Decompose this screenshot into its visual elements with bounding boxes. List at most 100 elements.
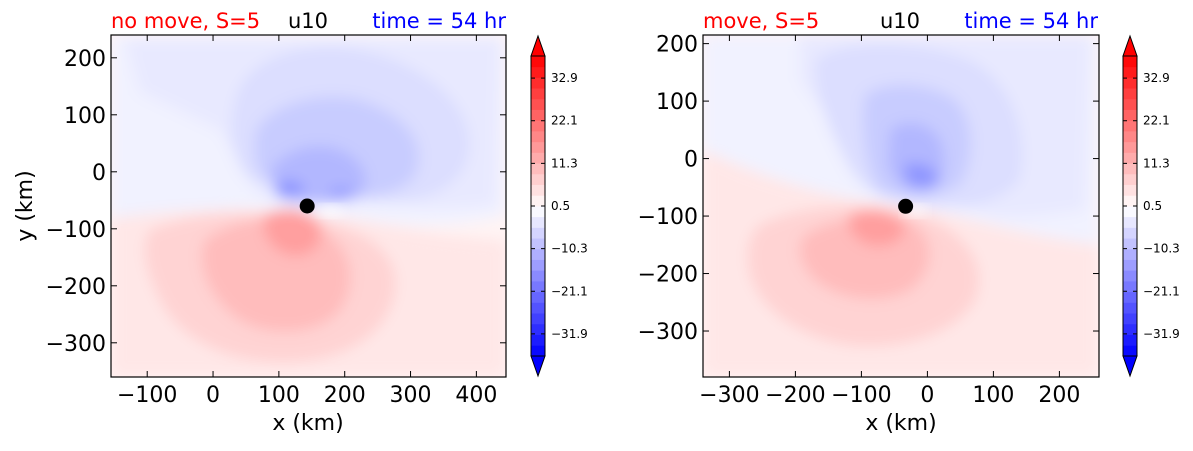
x-axis: −300 −200 −100 0 100 200: [699, 35, 1080, 408]
colorbar-segment: [1123, 270, 1137, 282]
colorbar-segment: [1123, 195, 1137, 207]
colorbar-segment: [1123, 238, 1137, 250]
y-axis-label: y (km): [13, 170, 38, 241]
title-right: time = 54 hr: [964, 9, 1098, 33]
colorbar-segment: [531, 163, 545, 175]
x-tick-label: 0: [206, 383, 220, 408]
colorbar-segment: [531, 334, 545, 346]
colorbar-segment: [531, 206, 545, 218]
y-tick-label: −200: [638, 263, 698, 288]
colorbar-segment: [531, 291, 545, 303]
x-tick-label: −100: [831, 383, 891, 408]
colorbar-segment: [531, 313, 545, 325]
colorbar-segment: [531, 120, 545, 132]
colorbar-segment: [1123, 152, 1137, 164]
title-center: u10: [880, 9, 920, 33]
colorbar-tick-label: 0.5: [1143, 199, 1162, 213]
colorbar-segment: [1123, 227, 1137, 239]
y-axis: 200 100 0 −100 −200 −300: [638, 33, 1099, 345]
x-tick-label: −100: [117, 383, 177, 408]
colorbar-segment: [1123, 141, 1137, 153]
colorbar-segment: [1123, 173, 1137, 185]
x-tick-label: 400: [455, 383, 497, 408]
colorbar-segment: [531, 109, 545, 121]
colorbar-segment: [531, 281, 545, 293]
colorbar-segment: [1123, 216, 1137, 228]
colorbar-segment: [1123, 206, 1137, 218]
colorbar-tick-label: 11.3: [1143, 156, 1170, 170]
colorbar-segment: [531, 56, 545, 68]
title-right: time = 54 hr: [372, 9, 506, 33]
colorbar: 32.9 22.1 11.3 0.5 −10.3 −21.1 −31.9: [1122, 34, 1180, 378]
storm-center-marker: [299, 198, 315, 214]
colorbar-segment: [531, 173, 545, 185]
storm-center-marker: [898, 198, 914, 214]
colorbar-segment: [1123, 313, 1137, 325]
x-tick-label: 100: [258, 383, 300, 408]
colorbar-segment: [1123, 334, 1137, 346]
y-axis: 200 100 0 −100 −200 −300: [46, 47, 506, 357]
colorbar-segment: [531, 152, 545, 164]
colorbar-tick-label: −31.9: [1143, 327, 1180, 341]
x-axis-label: x (km): [865, 411, 936, 436]
colorbar-segment: [1123, 323, 1137, 335]
colorbar-extend-min: [1122, 355, 1138, 378]
colorbar-tick-label: −10.3: [1143, 242, 1180, 256]
y-tick-label: 100: [656, 90, 698, 115]
colorbar-tick-label: 22.1: [1143, 114, 1170, 128]
colorbar-segment: [531, 131, 545, 143]
colorbar-segment: [531, 141, 545, 153]
x-tick-label: 200: [1038, 383, 1080, 408]
colorbar-segment: [531, 195, 545, 207]
colorbar-tick-label: 32.9: [551, 71, 578, 85]
colorbar-tick-label: −21.1: [1143, 284, 1180, 298]
title-left: no move, S=5: [111, 9, 260, 33]
title-center: u10: [288, 9, 328, 33]
colorbar-tick-label: 11.3: [551, 156, 578, 170]
x-tick-label: 100: [972, 383, 1014, 408]
colorbar-segment: [531, 302, 545, 314]
colorbar-extend-max: [530, 34, 546, 57]
colorbar-segment: [531, 238, 545, 250]
colorbar-segment: [531, 98, 545, 110]
colorbar-segment: [1123, 281, 1137, 293]
colorbar-tick-label: −10.3: [551, 242, 588, 256]
colorbar-segment: [1123, 131, 1137, 143]
title-left: move, S=5: [703, 9, 819, 33]
colorbar-segment: [531, 227, 545, 239]
colorbar-segment: [1123, 291, 1137, 303]
colorbar-extend-max: [1122, 34, 1138, 57]
x-axis-label: x (km): [272, 411, 343, 436]
colorbar-segment: [531, 88, 545, 100]
panel-move: move, S=5 u10 time = 54 hr −300 −200 −100 0…: [638, 9, 1180, 436]
y-tick-label: −200: [46, 275, 106, 300]
colorbar-segment: [1123, 184, 1137, 196]
colorbar-segment: [1123, 66, 1137, 78]
colorbar-segment: [1123, 98, 1137, 110]
colorbar-tick-label: 32.9: [1143, 71, 1170, 85]
y-tick-label: −300: [46, 332, 106, 357]
y-tick-label: 100: [64, 104, 106, 129]
colorbar-segment: [1123, 56, 1137, 68]
colorbar-tick-label: 22.1: [551, 114, 578, 128]
colorbar-segment: [531, 66, 545, 78]
colorbar-segment: [1123, 120, 1137, 132]
x-tick-label: −200: [765, 383, 825, 408]
colorbar-segment: [1123, 302, 1137, 314]
colorbar-segment: [1123, 259, 1137, 271]
colorbar-segment: [531, 184, 545, 196]
x-tick-label: −300: [699, 383, 759, 408]
x-tick-label: 300: [390, 383, 432, 408]
y-tick-label: −100: [46, 218, 106, 243]
colorbar-tick-label: −21.1: [551, 284, 588, 298]
colorbar-tick-label: 0.5: [551, 199, 570, 213]
y-tick-label: −300: [638, 320, 698, 345]
colorbar-segment: [1123, 109, 1137, 121]
x-axis: −100 0 100 200 300 400: [117, 35, 497, 408]
colorbar-extend-min: [530, 355, 546, 378]
colorbar-segment: [531, 216, 545, 228]
colorbar-segment: [531, 248, 545, 260]
panel-no-move: no move, S=5 u10 time = 54 hr: [13, 9, 588, 436]
colorbar-segment: [531, 270, 545, 282]
